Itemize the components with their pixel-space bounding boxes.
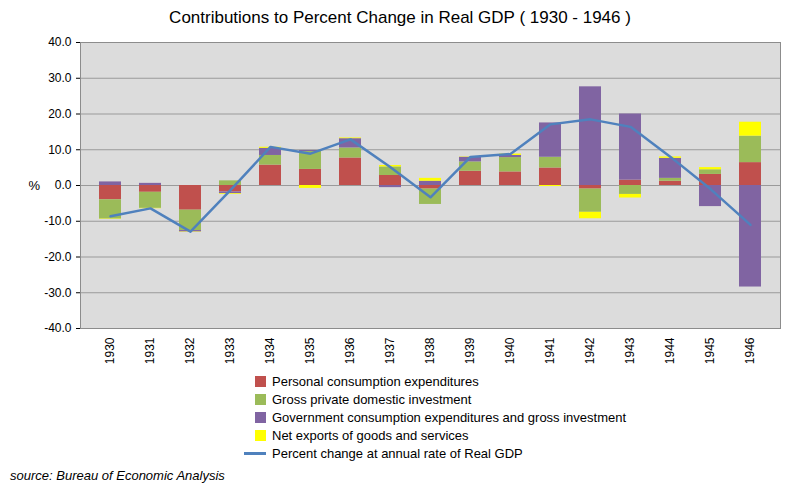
- svg-text:1936: 1936: [343, 337, 357, 364]
- svg-text:30.0: 30.0: [48, 71, 72, 85]
- svg-text:-10.0: -10.0: [44, 214, 72, 228]
- svg-text:40.0: 40.0: [48, 35, 72, 49]
- svg-text:1939: 1939: [463, 337, 477, 364]
- svg-text:1933: 1933: [223, 337, 237, 364]
- svg-text:-30.0: -30.0: [44, 286, 72, 300]
- html-text:Gross private domestic investm: Gross private domestic investment: [272, 391, 472, 407]
- svg-text:1935: 1935: [303, 337, 317, 364]
- html-text:Percent change at annual rate: Percent change at annual rate of Real GD…: [272, 445, 523, 461]
- svg-text:1931: 1931: [143, 337, 157, 364]
- svg-text:10.0: 10.0: [48, 143, 72, 157]
- svg-text:20.0: 20.0: [48, 107, 72, 121]
- svg-text:1938: 1938: [423, 337, 437, 364]
- html-text:source: Bureau of Economic Ana: source: Bureau of Economic Analysis: [10, 468, 225, 483]
- svg-text:1943: 1943: [623, 337, 637, 364]
- svg-text:1937: 1937: [383, 337, 397, 364]
- svg-text:1941: 1941: [543, 337, 557, 364]
- svg-text:-40.0: -40.0: [44, 321, 72, 335]
- svg-text:-20.0: -20.0: [44, 250, 72, 264]
- html-text:Net exports of goods and servi: Net exports of goods and services: [272, 427, 469, 443]
- svg-text:1930: 1930: [103, 337, 117, 364]
- svg-text:1944: 1944: [663, 337, 677, 364]
- svg-text:1940: 1940: [503, 337, 517, 364]
- svg-text:1946: 1946: [743, 337, 757, 364]
- svg-text:1942: 1942: [583, 337, 597, 364]
- html-text:Personal consumption expenditu: Personal consumption expenditures: [272, 373, 479, 389]
- svg-text:1932: 1932: [183, 337, 197, 364]
- svg-text:1945: 1945: [703, 337, 717, 364]
- svg-text:1934: 1934: [263, 337, 277, 364]
- html-text:Contributions to Percent Chang: Contributions to Percent Change in Real …: [169, 8, 631, 27]
- svg-text:%: %: [29, 178, 41, 193]
- html-text:Government consumption expendi: Government consumption expenditures and …: [272, 409, 627, 425]
- svg-text:0.0: 0.0: [55, 178, 72, 192]
